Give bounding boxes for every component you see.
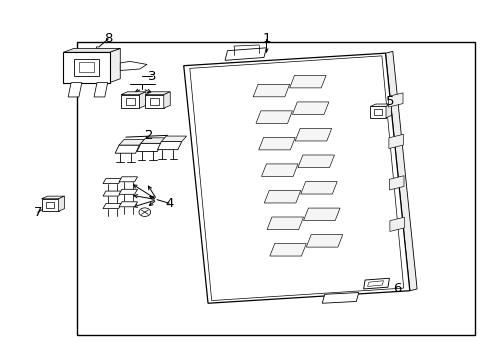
Polygon shape: [119, 202, 137, 207]
Polygon shape: [145, 95, 163, 108]
Polygon shape: [295, 129, 331, 141]
Polygon shape: [300, 181, 337, 194]
Polygon shape: [370, 107, 385, 118]
Text: 8: 8: [104, 32, 112, 45]
Text: 1: 1: [262, 32, 270, 45]
Polygon shape: [224, 48, 266, 60]
Bar: [77, 42, 474, 336]
Polygon shape: [125, 98, 135, 105]
Polygon shape: [157, 141, 182, 150]
Polygon shape: [289, 75, 325, 88]
Polygon shape: [109, 48, 120, 83]
Polygon shape: [266, 217, 303, 230]
Polygon shape: [253, 84, 289, 97]
Polygon shape: [41, 199, 59, 211]
Polygon shape: [258, 138, 295, 150]
Polygon shape: [121, 92, 145, 95]
Polygon shape: [303, 208, 339, 221]
Polygon shape: [63, 48, 120, 52]
Polygon shape: [388, 176, 403, 190]
Polygon shape: [388, 134, 403, 149]
Polygon shape: [141, 138, 166, 143]
Polygon shape: [115, 145, 139, 153]
Polygon shape: [264, 190, 300, 203]
Polygon shape: [255, 111, 292, 123]
Polygon shape: [145, 92, 170, 95]
Polygon shape: [63, 52, 109, 83]
Polygon shape: [389, 217, 404, 231]
Text: 3: 3: [147, 70, 156, 83]
Polygon shape: [119, 140, 144, 145]
Polygon shape: [120, 62, 147, 71]
Polygon shape: [387, 93, 402, 107]
Polygon shape: [46, 202, 54, 208]
Polygon shape: [183, 53, 409, 303]
Polygon shape: [297, 155, 334, 167]
Polygon shape: [363, 278, 388, 289]
Polygon shape: [59, 196, 64, 211]
Polygon shape: [68, 83, 81, 97]
Polygon shape: [74, 59, 99, 76]
Polygon shape: [322, 293, 358, 303]
Polygon shape: [163, 92, 170, 108]
Text: 4: 4: [164, 197, 173, 210]
Polygon shape: [103, 179, 121, 184]
Polygon shape: [305, 235, 342, 247]
Polygon shape: [150, 98, 159, 105]
Circle shape: [139, 208, 150, 216]
Polygon shape: [385, 51, 416, 291]
Polygon shape: [121, 95, 139, 108]
Polygon shape: [367, 281, 383, 287]
Polygon shape: [370, 104, 390, 107]
Polygon shape: [373, 109, 381, 115]
Polygon shape: [41, 196, 64, 199]
Polygon shape: [261, 164, 297, 176]
Polygon shape: [137, 143, 161, 152]
Polygon shape: [103, 191, 121, 196]
Polygon shape: [103, 203, 121, 208]
Polygon shape: [292, 102, 328, 114]
Polygon shape: [94, 83, 107, 97]
Polygon shape: [119, 177, 137, 182]
Polygon shape: [139, 92, 145, 108]
Polygon shape: [119, 189, 137, 194]
Polygon shape: [79, 63, 94, 72]
Text: 5: 5: [386, 95, 394, 108]
Text: 2: 2: [145, 129, 154, 142]
Text: 6: 6: [393, 283, 401, 296]
Text: 7: 7: [34, 206, 42, 219]
Polygon shape: [269, 243, 305, 256]
Polygon shape: [161, 136, 186, 141]
Polygon shape: [385, 104, 390, 118]
